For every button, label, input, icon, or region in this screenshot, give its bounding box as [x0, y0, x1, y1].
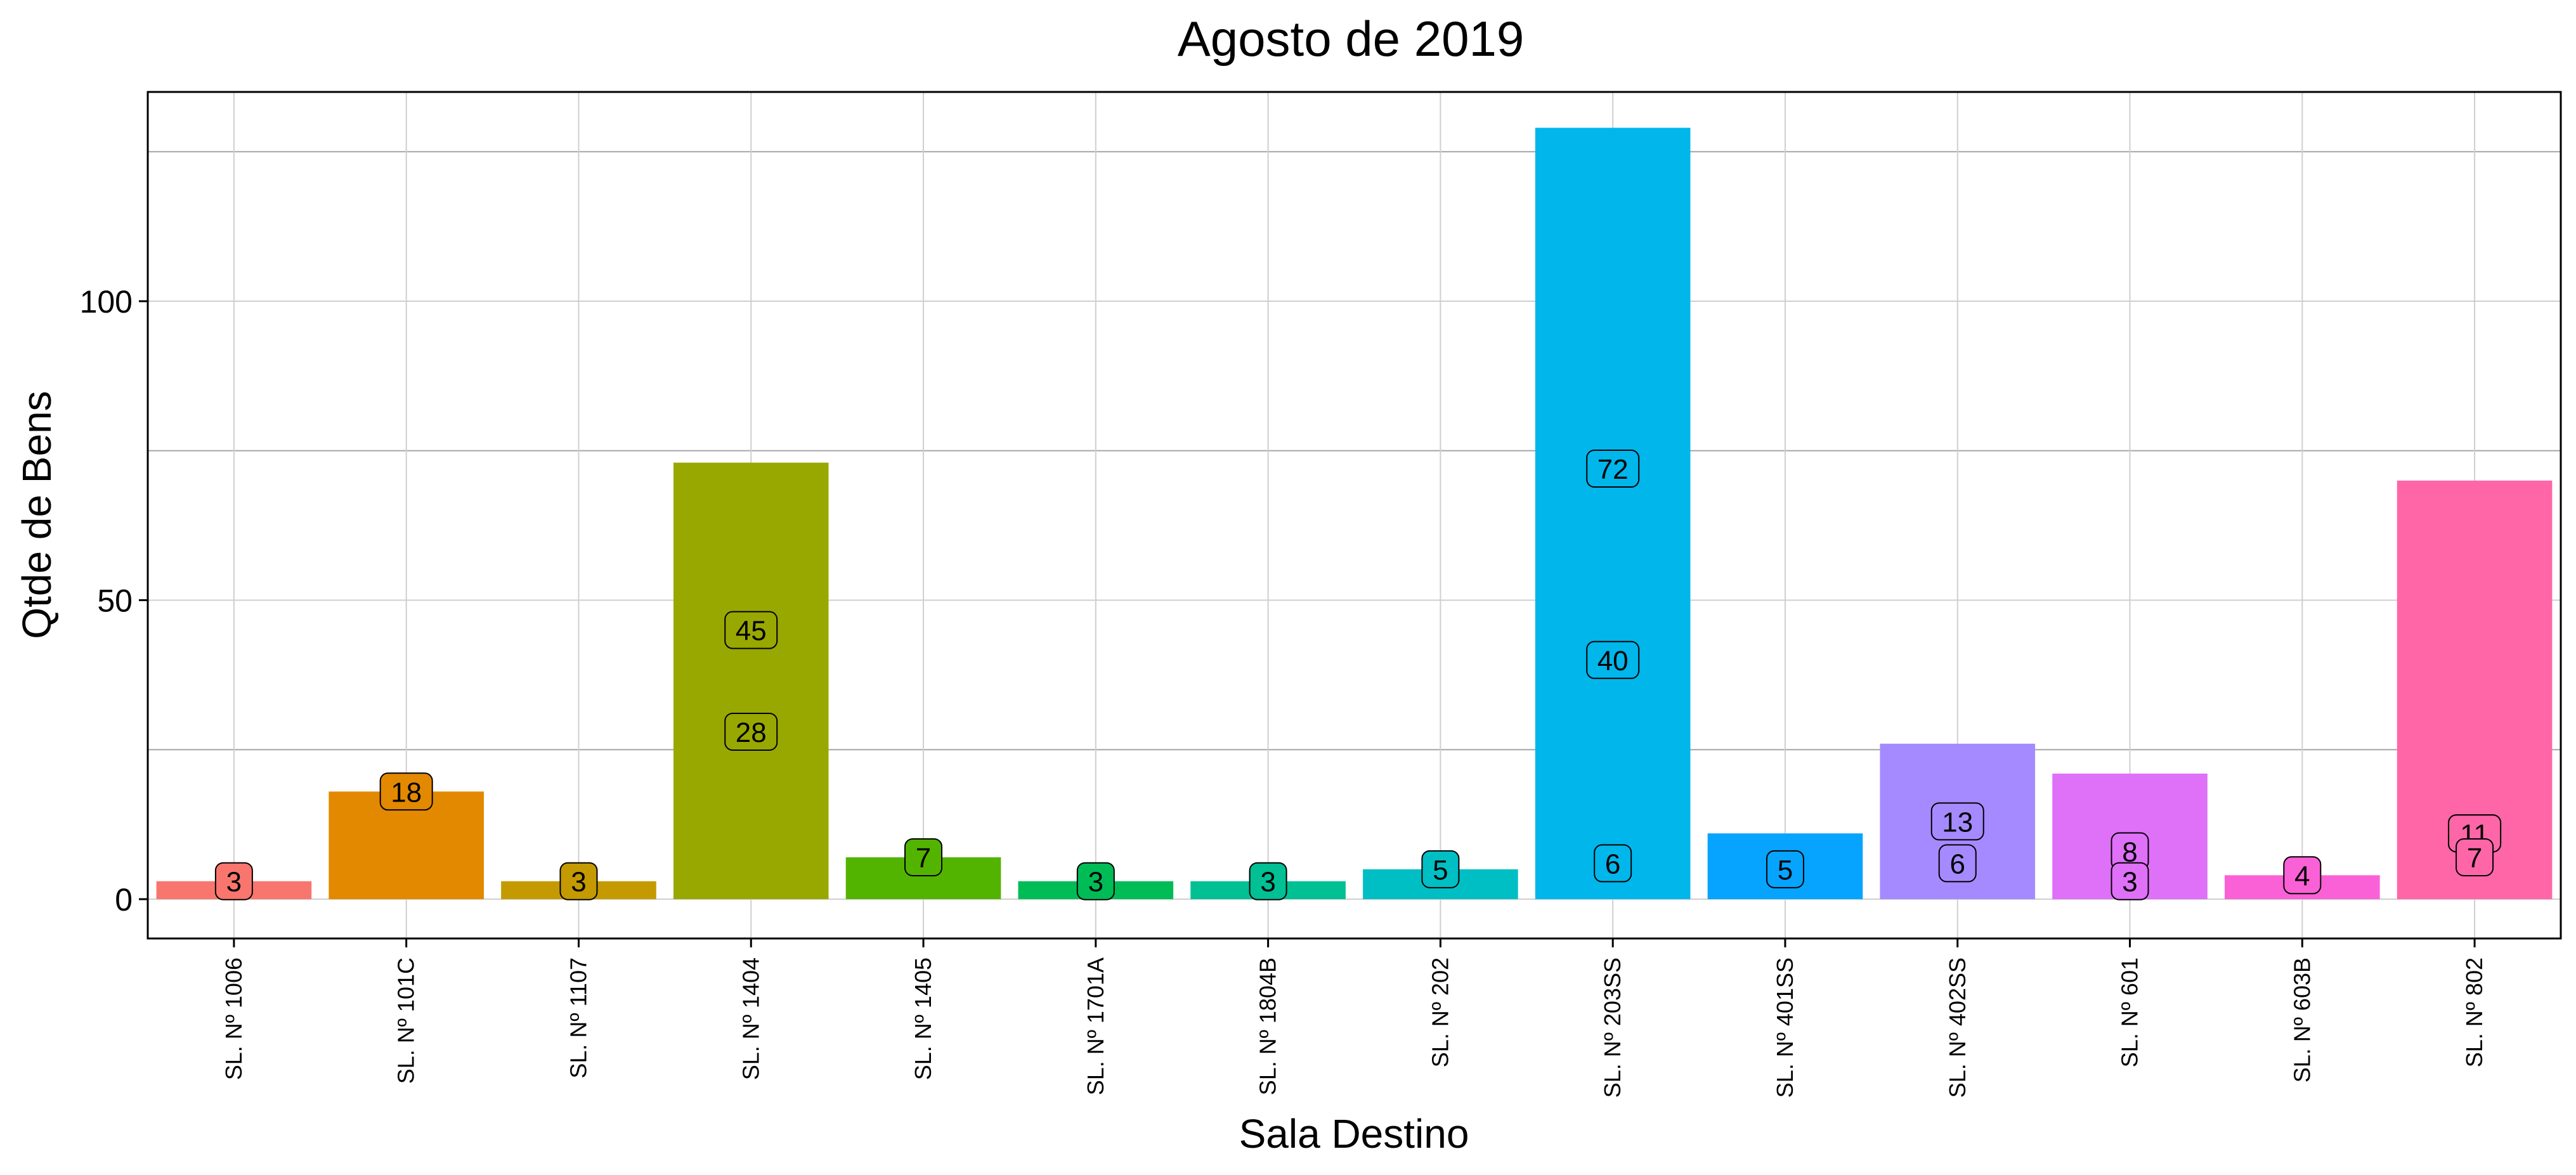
x-tick-label: SL. Nº 203SS — [1599, 958, 1625, 1098]
x-tick-label: SL. Nº 101C — [393, 958, 419, 1084]
data-label-text: 13 — [1942, 807, 1973, 838]
x-tick-label: SL. Nº 802 — [2461, 958, 2487, 1067]
data-label-text: 3 — [571, 867, 586, 898]
data-label-box — [1586, 640, 1640, 679]
x-tick-label: SL. Nº 1405 — [910, 958, 936, 1080]
data-label-box — [1930, 802, 1984, 841]
data-label-text: 6 — [1950, 848, 1965, 880]
data-label-text: 28 — [736, 717, 767, 748]
data-label: 3 — [559, 862, 598, 900]
data-label-box — [724, 712, 778, 751]
x-axis-title: Sala Destino — [1239, 1111, 1469, 1157]
grid-lines — [148, 92, 2561, 938]
data-label-box — [1249, 862, 1287, 900]
data-label-text: 5 — [1433, 855, 1448, 886]
data-label-box — [1421, 850, 1460, 888]
data-label-text: 72 — [1597, 454, 1629, 485]
data-label-box — [2283, 856, 2322, 895]
x-axis: SL. Nº 1006 SL. Nº 101C SL. Nº 1107 SL. Nº … — [221, 938, 2487, 1098]
x-tick-label: SL. Nº 1006 — [221, 958, 247, 1080]
data-label-box — [1766, 850, 1804, 888]
data-label: 40 — [1586, 640, 1640, 679]
data-label: 3 — [214, 862, 253, 900]
data-label: 3 — [2111, 862, 2149, 900]
data-label: 6 — [1938, 844, 1977, 883]
data-label-text: 4 — [2294, 860, 2310, 892]
data-label: 28 — [724, 712, 778, 751]
data-label: 13 — [1930, 802, 1984, 841]
x-tick-label: SL. Nº 601 — [2117, 958, 2143, 1067]
data-label-box — [1586, 450, 1640, 488]
data-label: 5 — [1766, 850, 1804, 888]
data-label-box — [559, 862, 598, 900]
data-label-text: 3 — [1260, 867, 1275, 898]
data-label-box — [379, 772, 433, 811]
data-label-box — [724, 611, 778, 649]
x-tick-label: SL. Nº 1107 — [565, 958, 591, 1079]
x-tick-label: SL. Nº 1804B — [1255, 958, 1281, 1095]
data-label: 18 — [379, 772, 433, 811]
data-label: 3 — [1076, 862, 1115, 900]
data-label-box — [1076, 862, 1115, 900]
data-label-box — [1938, 844, 1977, 883]
data-label-box — [904, 838, 943, 876]
bar — [1535, 127, 1691, 899]
data-label: 7 — [904, 838, 943, 876]
y-tick-label: 0 — [115, 882, 133, 918]
data-label-text: 6 — [1605, 848, 1620, 880]
data-label-text: 40 — [1597, 646, 1629, 677]
data-label-text: 18 — [391, 777, 422, 808]
x-tick-label: SL. Nº 1701A — [1083, 958, 1109, 1095]
data-label-text: 3 — [2122, 867, 2137, 898]
x-tick-label: SL. Nº 202 — [1427, 958, 1453, 1067]
data-label-text: 45 — [736, 616, 767, 647]
data-label-text: 3 — [1088, 867, 1103, 898]
data-label-text: 7 — [2467, 843, 2482, 874]
data-label: 4 — [2283, 856, 2322, 895]
x-tick-label: SL. Nº 1404 — [738, 958, 764, 1080]
data-label-box — [2456, 838, 2494, 876]
data-label-text: 7 — [916, 843, 931, 874]
data-label-box — [214, 862, 253, 900]
x-tick-label: SL. Nº 401SS — [1772, 958, 1798, 1098]
data-label-box — [2111, 862, 2149, 900]
data-labels: 31834528733572406513683411117 — [214, 450, 2502, 900]
y-axis: 0 50 100 — [80, 284, 148, 918]
y-tick-label: 50 — [97, 583, 133, 619]
data-label-text: 5 — [1778, 855, 1793, 886]
bar — [673, 462, 829, 899]
chart-title: Agosto de 2019 — [1178, 11, 1524, 67]
data-label-box — [1594, 844, 1632, 883]
data-label: 3 — [1249, 862, 1287, 900]
plot-border — [146, 91, 2562, 940]
data-label: 6 — [1594, 844, 1632, 883]
x-tick-label: SL. Nº 603B — [2289, 958, 2315, 1082]
data-label: 5 — [1421, 850, 1460, 888]
data-label: 72 — [1586, 450, 1640, 488]
data-label: 7 — [2456, 838, 2494, 876]
bars — [156, 127, 2553, 899]
data-label-text: 3 — [226, 867, 242, 898]
data-label: 45 — [724, 611, 778, 649]
y-tick-label: 100 — [80, 284, 133, 320]
y-axis-title: Qtde de Bens — [14, 391, 60, 639]
x-tick-label: SL. Nº 402SS — [1944, 958, 1970, 1098]
